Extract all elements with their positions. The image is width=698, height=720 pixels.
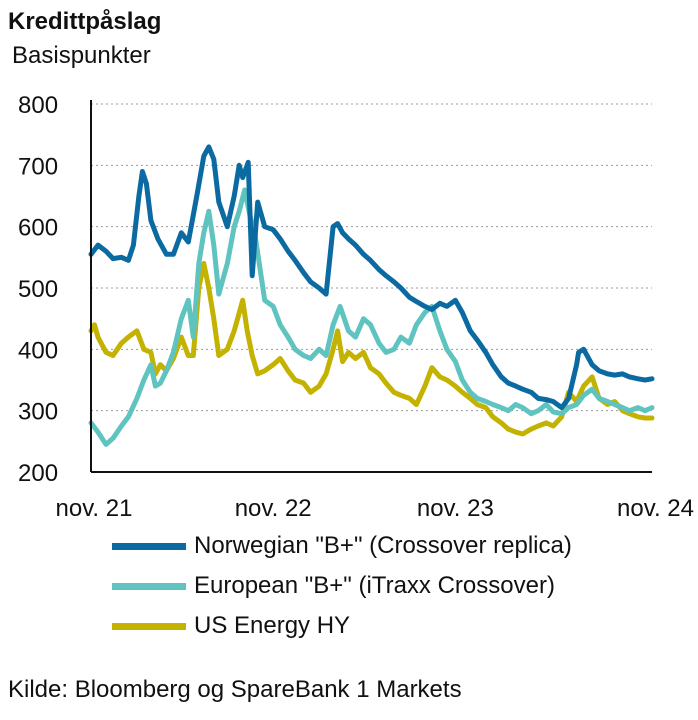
- x-tick-label-1: nov. 22: [235, 495, 312, 520]
- series-norwegian-line: [88, 144, 655, 411]
- chart-subtitle: Basispunkter: [12, 42, 151, 69]
- legend-item-european: European "B+" (iTraxx Crossover): [112, 566, 572, 606]
- series-layer: [88, 144, 655, 447]
- y-tick-labels: 200 300 400 500 600 700 800: [18, 92, 58, 487]
- source-note: Kilde: Bloomberg og SpareBank 1 Markets: [8, 676, 462, 703]
- y-tick-label-500: 500: [18, 276, 58, 303]
- x-tick-label-2: nov. 23: [417, 495, 494, 520]
- legend-label-norwegian: Norwegian "B+" (Crossover replica): [194, 532, 572, 559]
- series-european-line: [88, 187, 655, 447]
- legend-swatch-norwegian: [112, 542, 186, 550]
- legend-swatch-us-energy: [112, 622, 186, 630]
- legend-item-norwegian: Norwegian "B+" (Crossover replica): [112, 526, 572, 566]
- legend: Norwegian "B+" (Crossover replica) Europ…: [112, 526, 572, 646]
- gridlines: [91, 103, 652, 412]
- x-tick-labels: nov. 21 nov. 22 nov. 23 nov. 24: [56, 495, 694, 520]
- legend-swatch-european: [112, 582, 186, 590]
- legend-item-us-energy: US Energy HY: [112, 606, 572, 646]
- y-tick-label-600: 600: [18, 215, 58, 242]
- y-tick-label-800: 800: [18, 92, 58, 119]
- y-tick-label-200: 200: [18, 460, 58, 487]
- legend-label-us-energy: US Energy HY: [194, 612, 351, 639]
- y-tick-label-400: 400: [18, 337, 58, 364]
- y-tick-label-300: 300: [18, 399, 58, 426]
- y-tick-label-700: 700: [18, 153, 58, 180]
- x-tick-label-3: nov. 24: [617, 495, 694, 520]
- chart-title: Kredittpåslag: [8, 8, 162, 35]
- legend-label-european: European "B+" (iTraxx Crossover): [194, 572, 555, 599]
- x-tick-label-0: nov. 21: [56, 495, 133, 520]
